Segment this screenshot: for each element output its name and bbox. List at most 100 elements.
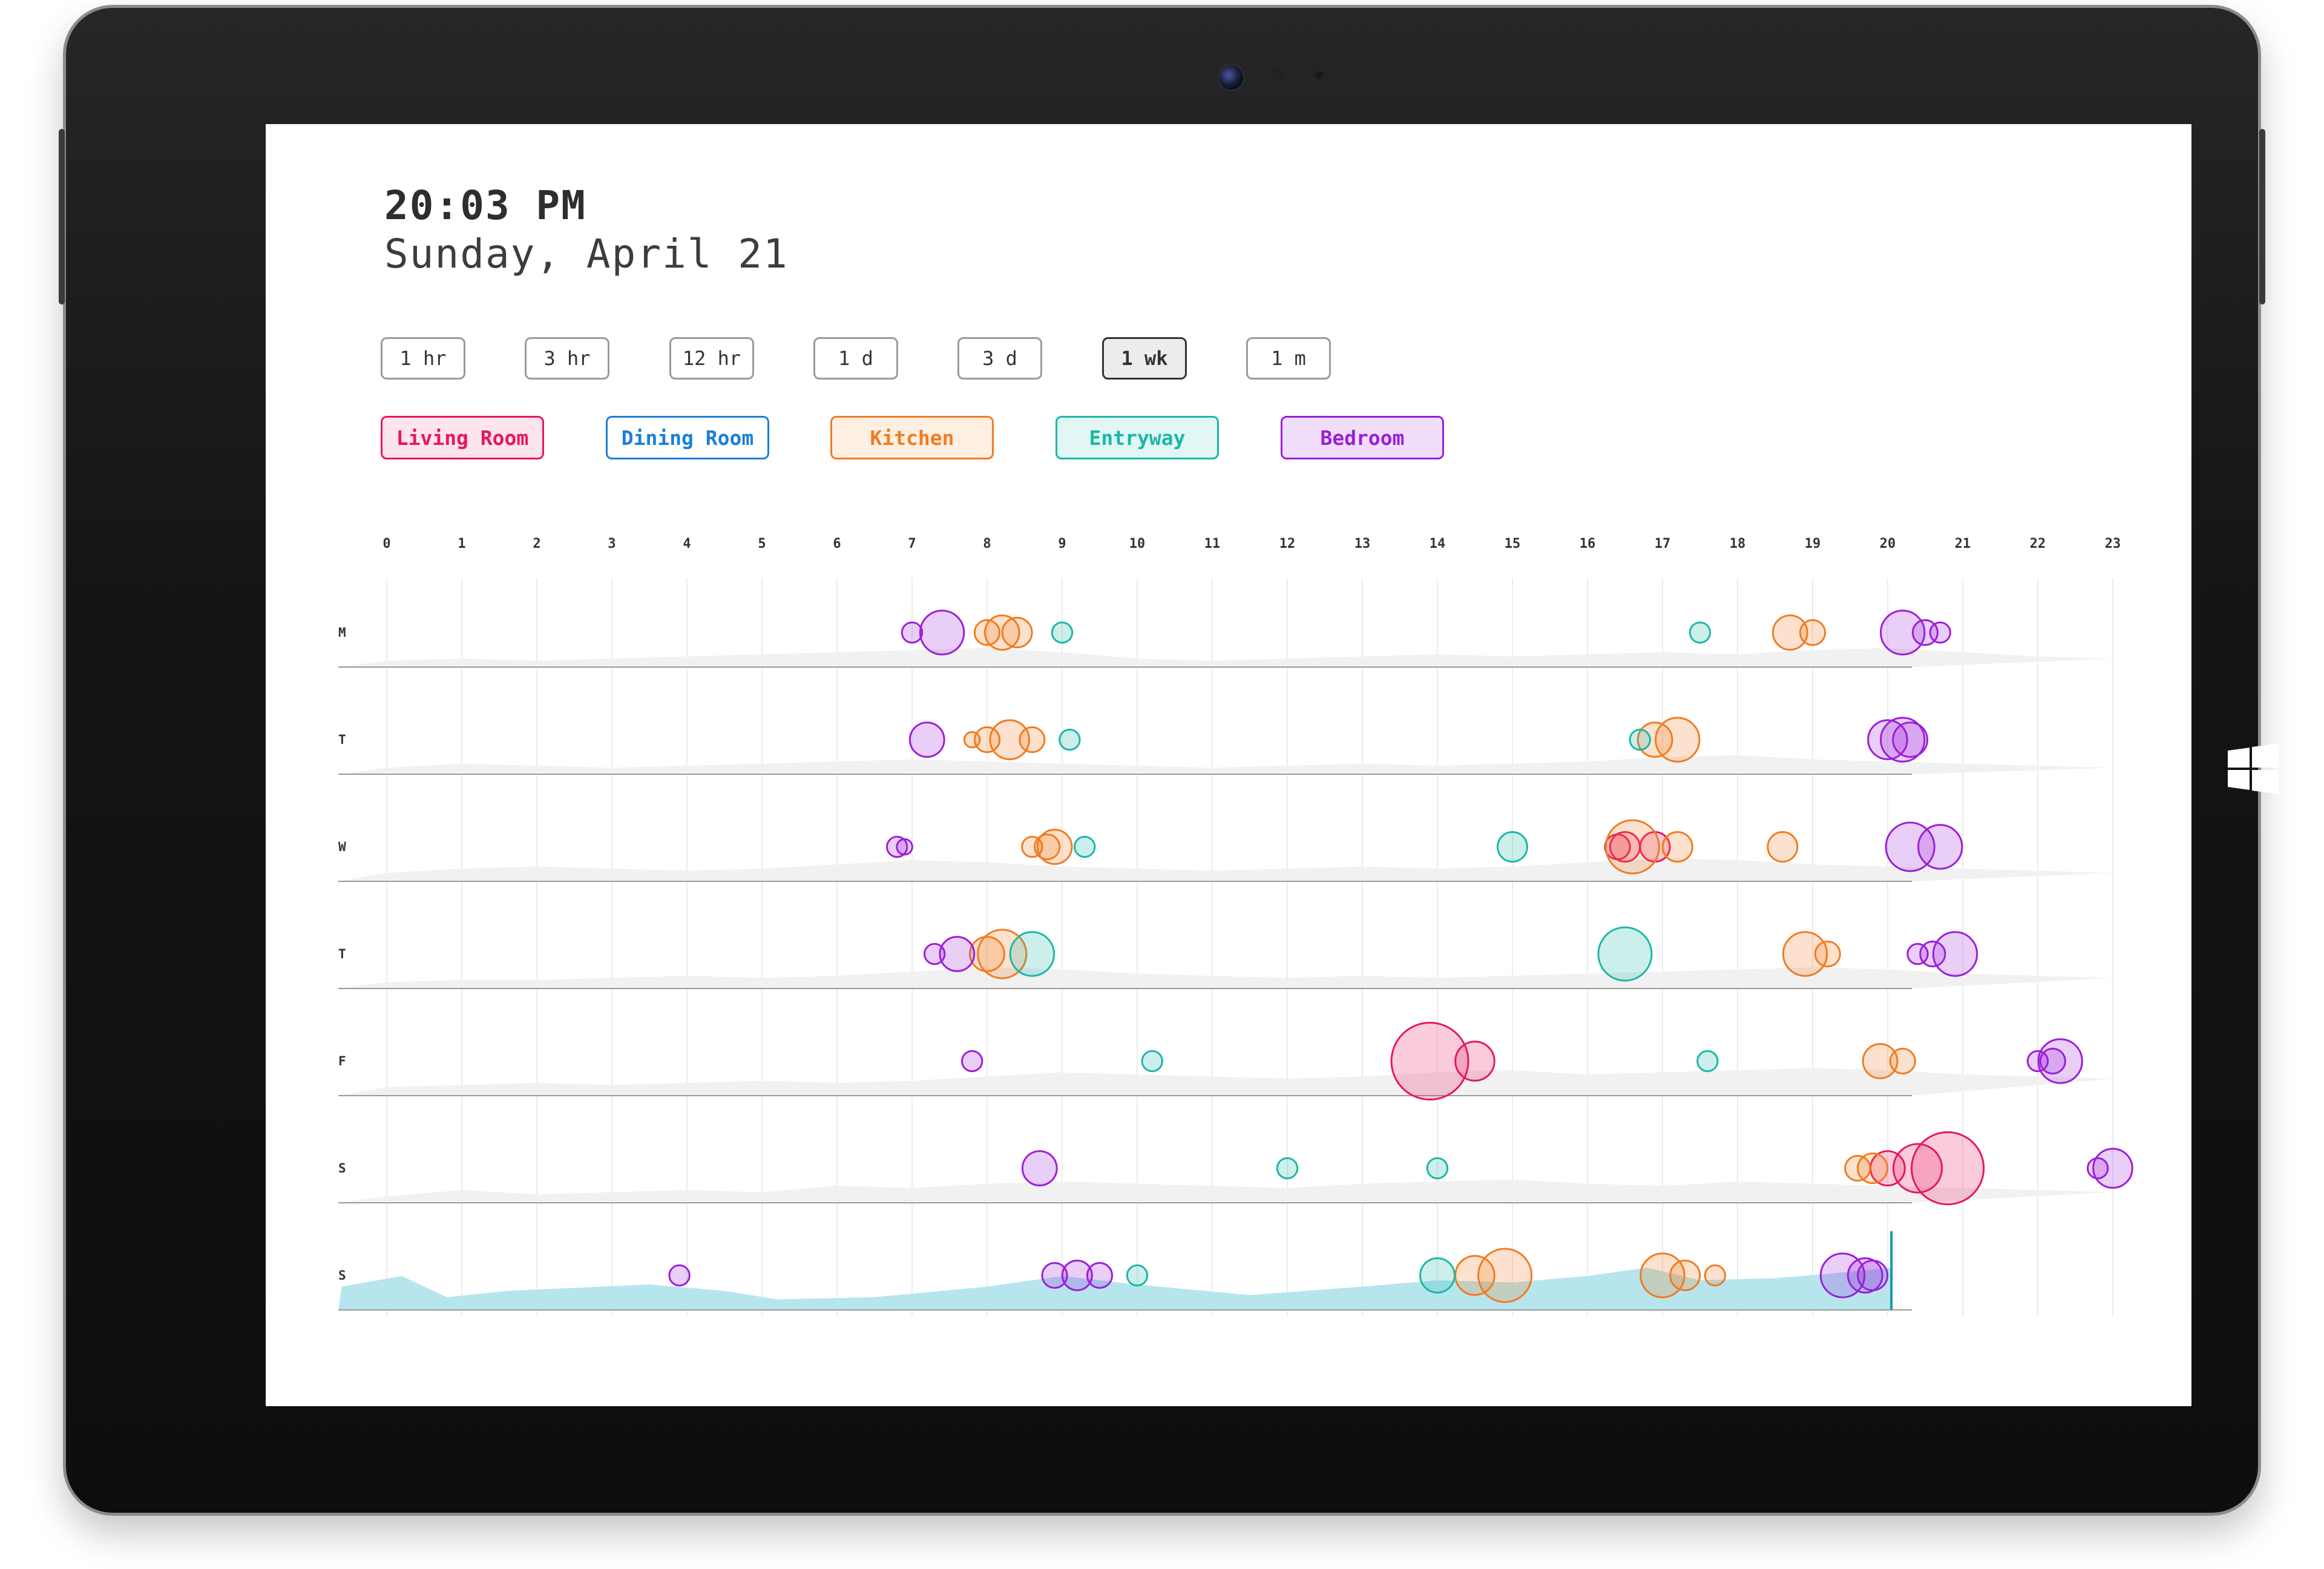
event-bubble	[1086, 1261, 1114, 1289]
activity-area	[338, 1179, 2113, 1203]
hour-tick-label: 10	[1129, 536, 1146, 551]
event-bubble	[1846, 1257, 1883, 1294]
range-button-1hr[interactable]: 1 hr	[381, 337, 465, 380]
hour-tick-label: 7	[908, 536, 916, 551]
event-bubble	[1782, 931, 1828, 977]
hour-tick-label: 18	[1730, 536, 1746, 551]
hour-tick-label: 21	[1955, 536, 1971, 551]
room-toggle-entryway[interactable]: Entryway	[1055, 416, 1219, 459]
right-side-button	[2259, 129, 2265, 304]
room-toggle-kitchen[interactable]: Kitchen	[830, 416, 994, 459]
event-bubble	[1889, 1047, 1916, 1075]
event-bubble	[1655, 717, 1701, 763]
event-bubble	[973, 619, 1001, 646]
event-bubble	[1604, 819, 1660, 875]
hour-tick-label: 8	[983, 536, 991, 551]
day-label: T	[338, 732, 346, 747]
range-button-12hr[interactable]: 12 hr	[669, 337, 754, 380]
event-bubble	[1669, 1260, 1701, 1291]
left-side-button	[59, 129, 65, 304]
event-bubble	[901, 621, 924, 644]
event-bubble	[1477, 1248, 1533, 1303]
event-bubble	[924, 942, 946, 965]
hour-tick-label: 13	[1354, 536, 1371, 551]
hour-tick-label: 11	[1204, 536, 1221, 551]
clock-time: 20:03 PM	[384, 182, 586, 229]
event-bubble	[1906, 942, 1929, 965]
windows-logo-icon[interactable]	[2228, 743, 2279, 794]
event-bubble	[1036, 829, 1073, 865]
day-label: F	[338, 1054, 346, 1068]
day-label: T	[338, 947, 346, 961]
event-bubble	[1857, 1153, 1889, 1184]
event-bubble	[1867, 719, 1908, 760]
event-bubble	[1126, 1264, 1149, 1287]
room-toggle-living-room[interactable]: Living Room	[381, 416, 544, 459]
range-button-1m[interactable]: 1 m	[1246, 337, 1331, 380]
tablet-frame: 20:03 PM Sunday, April 21 1 hr 3 hr 12 h…	[59, 5, 2279, 1516]
event-bubble	[1001, 617, 1033, 648]
hour-tick-label: 0	[382, 536, 390, 551]
event-bubble	[1009, 931, 1055, 977]
event-bubble	[1051, 621, 1074, 644]
event-bubble	[1880, 610, 1926, 656]
range-button-3d[interactable]: 3 d	[957, 337, 1042, 380]
room-toggle-dining-room[interactable]: Dining Room	[606, 416, 769, 459]
room-toggle-bedroom[interactable]: Bedroom	[1281, 416, 1444, 459]
event-bubble	[2039, 1047, 2066, 1075]
activity-area	[338, 1068, 2113, 1096]
event-bubble	[1917, 824, 1963, 870]
hour-tick-label: 1	[458, 536, 465, 551]
event-bubble	[896, 838, 913, 856]
event-bubble	[1767, 831, 1799, 863]
event-bubble	[1497, 831, 1528, 863]
event-bubble	[2037, 1038, 2083, 1084]
event-bubble	[1932, 931, 1978, 977]
event-bubble	[1061, 1260, 1093, 1291]
event-bubble	[908, 722, 945, 758]
event-bubble	[1819, 1252, 1866, 1298]
hour-tick-label: 17	[1655, 536, 1671, 551]
hour-tick-label: 23	[2105, 536, 2121, 551]
day-label: W	[338, 840, 346, 854]
event-bubble	[1034, 833, 1061, 861]
event-bubble	[1911, 1131, 1985, 1206]
activity-area	[338, 648, 2113, 667]
event-bubble	[1799, 619, 1827, 646]
hour-tick-label: 15	[1505, 536, 1521, 551]
activity-area	[338, 858, 2113, 881]
event-bubble	[1019, 726, 1046, 754]
event-bubble	[1771, 614, 1808, 651]
event-bubble	[1390, 1022, 1469, 1100]
event-bubble	[1419, 1257, 1456, 1294]
hour-tick-label: 5	[758, 536, 766, 551]
event-bubble	[2087, 1157, 2109, 1180]
event-bubble	[1041, 1261, 1068, 1289]
light-sensor-icon	[1315, 71, 1324, 79]
hour-tick-label: 3	[608, 536, 615, 551]
range-button-3hr[interactable]: 3 hr	[525, 337, 609, 380]
event-bubble	[2092, 1148, 2133, 1189]
hour-tick-label: 14	[1430, 536, 1446, 551]
range-button-1d[interactable]: 1 d	[813, 337, 898, 380]
hour-tick-label: 16	[1580, 536, 1596, 551]
event-bubble	[1597, 926, 1653, 982]
event-bubble	[1276, 1157, 1299, 1180]
event-bubble	[1880, 717, 1926, 763]
hour-tick-label: 19	[1805, 536, 1821, 551]
event-bubble	[1640, 1252, 1686, 1298]
event-bubble	[1892, 1143, 1943, 1194]
day-label: M	[338, 625, 346, 640]
event-bubble	[1704, 1264, 1727, 1287]
day-label: S	[338, 1161, 346, 1176]
event-bubble	[1696, 1050, 1719, 1073]
event-bubble	[1814, 940, 1841, 968]
event-bubble	[1689, 621, 1712, 644]
event-bubble	[1021, 835, 1043, 858]
range-button-1wk[interactable]: 1 wk	[1102, 337, 1187, 380]
app-screen: 20:03 PM Sunday, April 21 1 hr 3 hr 12 h…	[266, 124, 2191, 1406]
hour-tick-label: 22	[2030, 536, 2046, 551]
event-bubble	[1929, 621, 1952, 644]
activity-area	[338, 967, 2113, 988]
event-bubble	[919, 610, 965, 656]
